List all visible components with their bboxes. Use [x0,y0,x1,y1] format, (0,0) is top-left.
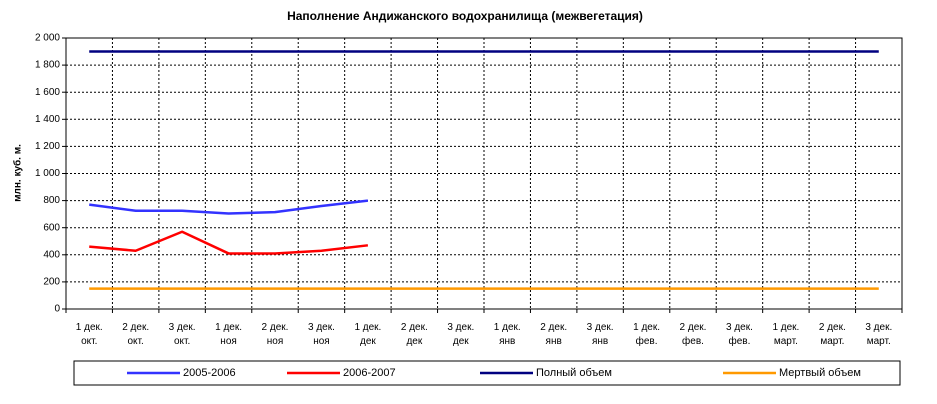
x-tick-label-line: 1 дек. [494,322,521,333]
x-tick-label: 1 дек. окт. [76,322,103,347]
x-tick-label-line: 2 дек. [262,322,289,333]
y-tick-label: 200 [43,277,60,288]
y-tick-label: 2 000 [35,33,60,44]
x-tick-label: 2 дек. янв [540,322,567,347]
legend-label: 2006-2007 [343,367,396,379]
x-tick-label-line: 1 дек. [354,322,381,333]
x-tick-label-line: 3 дек. [308,322,335,333]
x-tick-label: 3 дек. ноя [308,322,335,347]
x-tick-label: 3 дек. окт. [169,322,196,347]
x-tick-label-line: янв [546,336,562,347]
y-tick-label: 1 600 [35,87,60,98]
x-tick-label-line: 1 дек. [633,322,660,333]
x-tick-label: 2 дек. окт. [122,322,149,347]
x-tick-label-line: дек [360,336,376,347]
series-line [89,199,369,215]
x-tick-label-line: март. [820,336,844,347]
x-tick-label-line: март. [774,336,798,347]
x-tick-label: 1 дек. янв [494,322,521,347]
x-tick-label-line: 1 дек. [215,322,242,333]
y-tick-label: 1 800 [35,60,60,71]
x-tick-label: 2 дек. фев. [680,322,707,347]
x-tick-label-line: 2 дек. [122,322,149,333]
x-tick-label-line: 2 дек. [680,322,707,333]
x-tick-label-line: 2 дек. [540,322,567,333]
x-tick-label-line: окт. [81,336,97,347]
y-tick-label: 1 400 [35,114,60,125]
x-tick-label-line: март. [867,336,891,347]
x-tick-label: 3 дек. дек [447,322,474,347]
x-tick-label-line: ноя [220,336,237,347]
x-tick-label-line: дек [406,336,422,347]
y-tick-label: 800 [43,195,60,206]
x-tick-label-line: 2 дек. [401,322,428,333]
y-tick-label: 400 [43,249,60,260]
x-tick-label: 1 дек. дек [354,322,381,347]
x-tick-label-line: янв [499,336,515,347]
legend-label: Мертвый объем [779,367,861,379]
x-tick-label-line: дек [453,336,469,347]
x-tick-label: 3 дек. фев. [726,322,753,347]
x-tick-label-line: 2 дек. [819,322,846,333]
x-tick-label-line: фев. [728,335,750,347]
x-tick-label-line: окт. [128,336,144,347]
x-tick-label-line: фев. [682,335,704,347]
x-tick-label-line: 1 дек. [772,322,799,333]
x-tick-label: 2 дек. дек [401,322,428,347]
y-tick-label: 0 [54,304,60,315]
x-tick-label: 2 дек. ноя [262,322,289,347]
x-tick-label: 3 дек. март. [865,322,892,347]
x-tick-label-line: 3 дек. [865,322,892,333]
x-tick-label-line: фев. [636,335,658,347]
x-tick-label-line: 1 дек. [76,322,103,333]
legend-label: Полный объем [536,367,612,379]
x-tick-label: 3 дек. янв [587,322,614,347]
y-tick-label: 1 000 [35,168,60,179]
chart-title: Наполнение Андижанского водохранилища (м… [287,9,643,23]
x-tick-label-line: 3 дек. [169,322,196,333]
x-tick-label-line: 3 дек. [726,322,753,333]
x-tick-label: 2 дек. март. [819,322,846,347]
x-tick-label-line: 3 дек. [447,322,474,333]
x-tick-label-line: окт. [174,336,190,347]
x-tick-label-line: ноя [313,336,330,347]
y-axis-label: млн. куб. м. [12,144,24,202]
x-tick-label: 1 дек. март. [772,322,799,347]
y-tick-label: 600 [43,222,60,233]
plot-border [65,37,903,310]
x-tick-label: 1 дек. фев. [633,322,660,347]
y-tick-label: 1 200 [35,141,60,152]
x-tick-label-line: янв [592,336,608,347]
x-tick-label: 1 дек. ноя [215,322,242,347]
legend-label: 2005-2006 [183,367,236,379]
series-line [89,230,369,255]
x-tick-label-line: ноя [267,336,284,347]
x-tick-label-line: 3 дек. [587,322,614,333]
